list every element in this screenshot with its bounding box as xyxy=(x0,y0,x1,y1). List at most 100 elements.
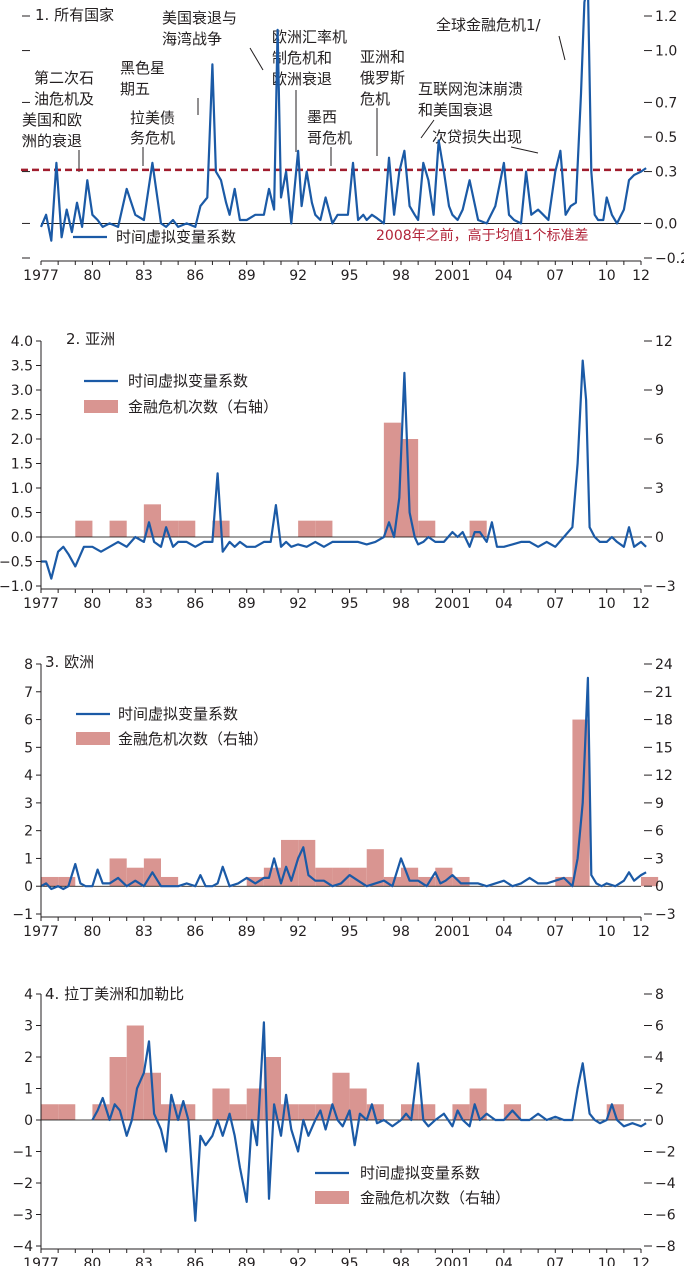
x-tick-label: 80 xyxy=(84,596,102,612)
y-tick-label-right: 0.3 xyxy=(655,165,677,181)
annotation-black-friday-2: 期五 xyxy=(120,80,150,98)
series-line xyxy=(39,0,647,242)
x-tick-label: 92 xyxy=(289,268,307,284)
series-line xyxy=(40,676,647,891)
reference-line-label: 2008年之前，高于均值1个标准差 xyxy=(376,227,589,244)
panel4-title: 4. 拉丁美洲和加勒比 xyxy=(45,985,184,1003)
x-tick-label: 10 xyxy=(598,924,616,940)
y-tick-label-left: 3 xyxy=(24,1019,33,1035)
legend-bar-label: 金融危机次数（右轴） xyxy=(118,730,268,748)
panel-3: 1977 80 83 86 89 92 95 98 2001 04 07 10 12876543210−… xyxy=(12,657,675,940)
x-tick-label: 95 xyxy=(341,268,359,284)
y-tick-label-right: 18 xyxy=(655,713,673,729)
x-tick-label: 83 xyxy=(135,924,153,940)
bar xyxy=(229,1104,247,1120)
annotation-asia-russia-3: 危机 xyxy=(360,90,390,108)
bar xyxy=(75,520,93,537)
legend-line-label: 时间虚拟变量系数 xyxy=(128,372,248,390)
bar xyxy=(418,1104,436,1120)
x-tick-label: 04 xyxy=(495,596,513,612)
x-tick-label: 86 xyxy=(186,1256,204,1266)
y-tick-label-left: 3.5 xyxy=(11,359,33,375)
y-tick-label-left: 4.0 xyxy=(11,334,33,350)
panel2-title: 2. 亚洲 xyxy=(66,330,115,348)
bar xyxy=(41,1104,59,1120)
annotation-dotcom-1: 互联网泡沫崩溃 xyxy=(418,80,523,98)
bar xyxy=(332,1072,350,1120)
y-tick-label-left: 4 xyxy=(24,768,33,784)
x-tick-label: 80 xyxy=(84,1256,102,1266)
bar xyxy=(349,867,367,887)
y-tick-label-left: 8 xyxy=(24,657,33,673)
y-tick-label-left: 1.5 xyxy=(11,457,33,473)
annotation-gulf-war-1: 美国衰退与 xyxy=(162,9,237,27)
x-tick-label: 2001 xyxy=(435,596,471,612)
bar xyxy=(126,1025,144,1120)
bar xyxy=(178,520,196,537)
bar xyxy=(641,876,659,887)
bar xyxy=(161,876,179,887)
legend-line-label: 时间虚拟变量系数 xyxy=(118,705,238,723)
annotation-latam-2: 务危机 xyxy=(130,129,175,147)
x-tick-label: 10 xyxy=(598,268,616,284)
y-tick-label-left: 2 xyxy=(24,824,33,840)
x-tick-label: 12 xyxy=(632,596,650,612)
annotation-erm-2: 制危机和 xyxy=(272,49,332,67)
y-tick-label-right: 1.2 xyxy=(655,9,677,25)
x-tick-label: 12 xyxy=(632,924,650,940)
x-tick-label: 2001 xyxy=(435,924,471,940)
y-tick-label-left: −1.0 xyxy=(0,579,33,595)
y-tick-label-left: 0.5 xyxy=(11,506,33,522)
bar xyxy=(349,1088,367,1120)
y-tick-label-right: −2 xyxy=(655,1145,676,1161)
y-tick-label-right: 8 xyxy=(655,987,664,1003)
bar xyxy=(212,1088,230,1120)
legend-bar-label: 金融危机次数（右轴） xyxy=(360,1189,510,1207)
x-tick-label: 07 xyxy=(546,1256,564,1266)
x-tick-label: 86 xyxy=(186,596,204,612)
bar xyxy=(126,867,144,887)
x-tick-label: 92 xyxy=(289,1256,307,1266)
x-tick-label: 07 xyxy=(546,596,564,612)
x-tick-label: 1977 xyxy=(23,268,59,284)
x-tick-label: 95 xyxy=(341,596,359,612)
panel-4: 1977 80 83 86 89 92 95 98 2001 04 07 10 1243210−1−2−… xyxy=(12,987,675,1266)
annotation-latam-1: 拉美债 xyxy=(130,109,175,127)
bar xyxy=(366,849,384,887)
y-tick-label-right: 12 xyxy=(655,768,673,784)
x-tick-label: 80 xyxy=(84,268,102,284)
x-tick-label: 83 xyxy=(135,1256,153,1266)
x-tick-label: 1977 xyxy=(23,596,59,612)
panel3-legend: 时间虚拟变量系数 金融危机次数（右轴） xyxy=(76,705,268,748)
series-line xyxy=(41,359,647,580)
y-tick-label-right: −8 xyxy=(655,1239,676,1255)
bar xyxy=(332,867,350,887)
bar xyxy=(401,867,419,887)
y-tick-label-right: 3 xyxy=(655,481,664,497)
x-tick-label: 89 xyxy=(238,1256,256,1266)
x-tick-label: 07 xyxy=(546,924,564,940)
y-tick-label-left: 2.5 xyxy=(11,408,33,424)
y-tick-label-left: 2.0 xyxy=(11,432,33,448)
series-line xyxy=(91,1021,647,1222)
y-tick-label-left: 0 xyxy=(24,879,33,895)
x-tick-label: 80 xyxy=(84,924,102,940)
bar xyxy=(41,876,59,887)
x-tick-label: 1977 xyxy=(23,924,59,940)
annotation-erm-3: 欧洲衰退 xyxy=(272,70,332,88)
x-tick-label: 07 xyxy=(546,268,564,284)
x-tick-label: 2001 xyxy=(435,1256,471,1266)
y-tick-label-left: −1 xyxy=(12,907,33,923)
bar xyxy=(109,520,127,537)
y-tick-label-right: 1.0 xyxy=(655,44,677,60)
x-tick-label: 10 xyxy=(598,596,616,612)
x-tick-label: 12 xyxy=(632,268,650,284)
bar xyxy=(418,876,436,887)
x-tick-label: 95 xyxy=(341,924,359,940)
y-tick-label-left: 2 xyxy=(24,1050,33,1066)
y-tick-label-right: 0.5 xyxy=(655,130,677,146)
annotation-gulf-war-2: 海湾战争 xyxy=(162,30,222,48)
y-tick-label-left: 1 xyxy=(24,1082,33,1098)
bar xyxy=(58,876,76,887)
